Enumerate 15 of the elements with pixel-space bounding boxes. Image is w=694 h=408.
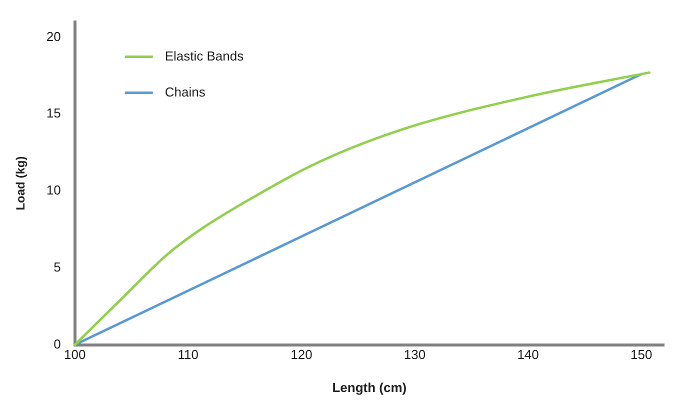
x-tick-label: 150 xyxy=(630,347,652,362)
legend-label: Elastic Bands xyxy=(164,48,244,64)
x-tick-label: 130 xyxy=(404,347,426,362)
y-axis-title: Load (kg) xyxy=(14,156,28,210)
y-tick-label: 15 xyxy=(46,106,61,121)
y-tick-label: 0 xyxy=(54,336,61,352)
x-tick-label: 110 xyxy=(178,347,199,362)
y-tick-label: 10 xyxy=(46,182,61,198)
x-tick-label: 140 xyxy=(517,347,539,362)
x-axis-title: Length (cm) xyxy=(332,380,407,395)
y-tick-label: 20 xyxy=(46,28,61,44)
x-tick-label: 100 xyxy=(64,347,86,362)
legend-label: Chains xyxy=(164,84,206,100)
y-tick-label: 5 xyxy=(54,259,61,274)
x-tick-label: 120 xyxy=(290,347,312,362)
